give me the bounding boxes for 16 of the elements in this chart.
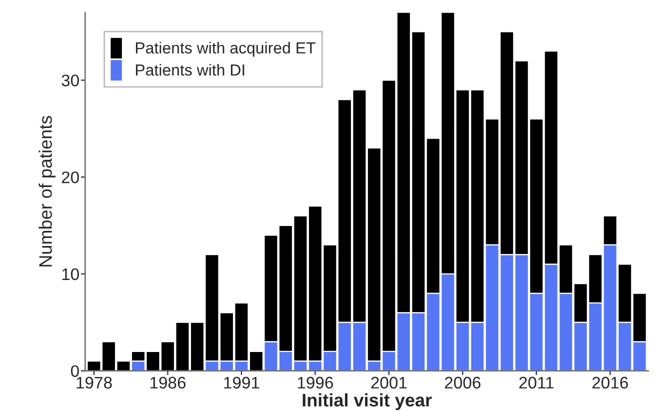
x-tick-label: 1978	[76, 376, 112, 389]
y-tick-label: 10	[62, 268, 79, 280]
x-tick-label: 1991	[224, 376, 260, 389]
x-axis-title: Initial visit year	[302, 393, 432, 410]
y-axis-title: Number of patients	[38, 116, 56, 266]
x-tick-label: 2016	[592, 376, 628, 389]
x-tick-label: 1986	[150, 376, 186, 389]
y-tick-label: 0	[70, 365, 79, 378]
x-tick-label: 2006	[444, 376, 480, 389]
x-tick-label: 2011	[519, 376, 554, 389]
legend-label: Patients with acquired ET	[136, 42, 316, 57]
y-tick-label: 30	[62, 74, 79, 86]
legend-label: Patients with DI	[136, 64, 244, 76]
y-tick-label: 20	[62, 171, 79, 184]
x-tick-label: 2001	[371, 376, 407, 389]
x-tick-label: 1996	[298, 376, 333, 389]
